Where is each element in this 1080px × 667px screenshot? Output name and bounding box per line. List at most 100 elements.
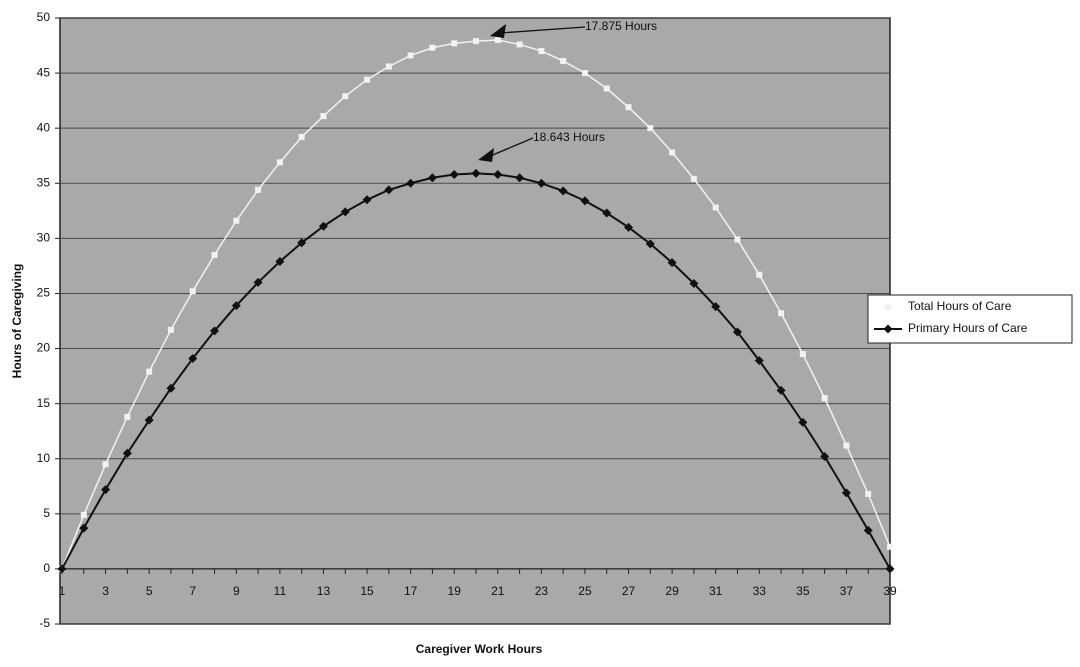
point [538,48,545,55]
x-tick-label: 7 [189,584,196,598]
y-tick-label: 40 [37,120,51,134]
point [102,461,109,468]
x-tick-label: 33 [753,584,767,598]
x-tick-label: 21 [491,584,505,598]
x-tick-label: 3 [102,584,109,598]
x-tick-label: 27 [622,584,636,598]
x-tick-label: 29 [665,584,679,598]
point [493,169,503,179]
point [362,195,372,205]
point [603,85,610,92]
point [602,208,612,218]
x-tick-label: 19 [448,584,462,598]
y-tick-label: 50 [37,10,51,24]
point [364,76,371,83]
annotation: 17.875 Hours [585,19,657,33]
point [581,70,588,77]
point [820,452,830,462]
point [233,217,240,224]
point [146,368,153,375]
point [689,279,699,289]
y-tick-label: -5 [39,616,50,630]
y-tick-label: 15 [37,396,51,410]
x-tick-label: 23 [535,584,549,598]
point [494,37,501,44]
point [887,543,893,550]
annotation-arrowhead [490,24,506,38]
point [298,133,305,140]
point [406,178,416,188]
point [732,327,742,337]
point [624,222,634,232]
point [124,413,131,420]
y-tick-label: 20 [37,341,51,355]
x-tick-label: 39 [883,584,897,598]
point [558,186,568,196]
point [647,125,654,132]
point [449,169,459,179]
point [189,288,196,295]
point [536,178,546,188]
point [778,310,785,317]
point [580,196,590,206]
point [756,271,763,278]
point [865,490,872,497]
point [625,104,632,111]
point [211,251,218,258]
point [231,301,241,311]
x-tick-label: 5 [146,584,153,598]
point [754,356,764,366]
point [384,185,394,195]
point [473,38,479,45]
point [776,385,786,395]
point [841,488,851,498]
x-tick-label: 17 [404,584,418,598]
x-tick-label: 13 [317,584,331,598]
legend [867,294,1073,344]
point [297,238,307,248]
point [560,57,567,64]
point [79,523,89,533]
point [275,257,285,267]
point [885,564,895,574]
point [516,41,523,48]
point [320,113,327,120]
point [798,417,808,427]
point [863,525,873,535]
y-axis-title: Hours of Caregiving [10,264,24,379]
point [385,63,392,70]
point [690,175,697,182]
point [451,40,458,47]
point [712,204,719,211]
x-tick-label: 25 [578,584,592,598]
point [471,168,481,178]
legend-label: Primary Hours of Care [908,321,1028,335]
point [253,277,263,287]
x-tick-label: 37 [840,584,854,598]
x-tick-label: 1 [59,584,66,598]
point [166,383,176,393]
y-tick-label: 30 [37,231,51,245]
y-tick-label: 0 [43,561,50,575]
point [167,326,174,333]
x-tick-label: 11 [274,584,287,598]
point [645,239,655,249]
point [799,351,806,358]
point [210,326,220,336]
annotation-arrowhead [478,148,494,162]
point [188,353,198,363]
point [883,324,893,334]
annotation: 18.643 Hours [533,130,605,144]
y-tick-label: 45 [37,65,51,79]
point [821,395,828,402]
x-axis-title: Caregiver Work Hours [416,642,543,656]
point [515,173,525,183]
point [276,159,283,166]
point [340,207,350,217]
y-tick-label: 5 [43,506,50,520]
point [318,221,328,231]
point [122,448,132,458]
point [342,93,349,100]
y-tick-label: 25 [37,286,51,300]
